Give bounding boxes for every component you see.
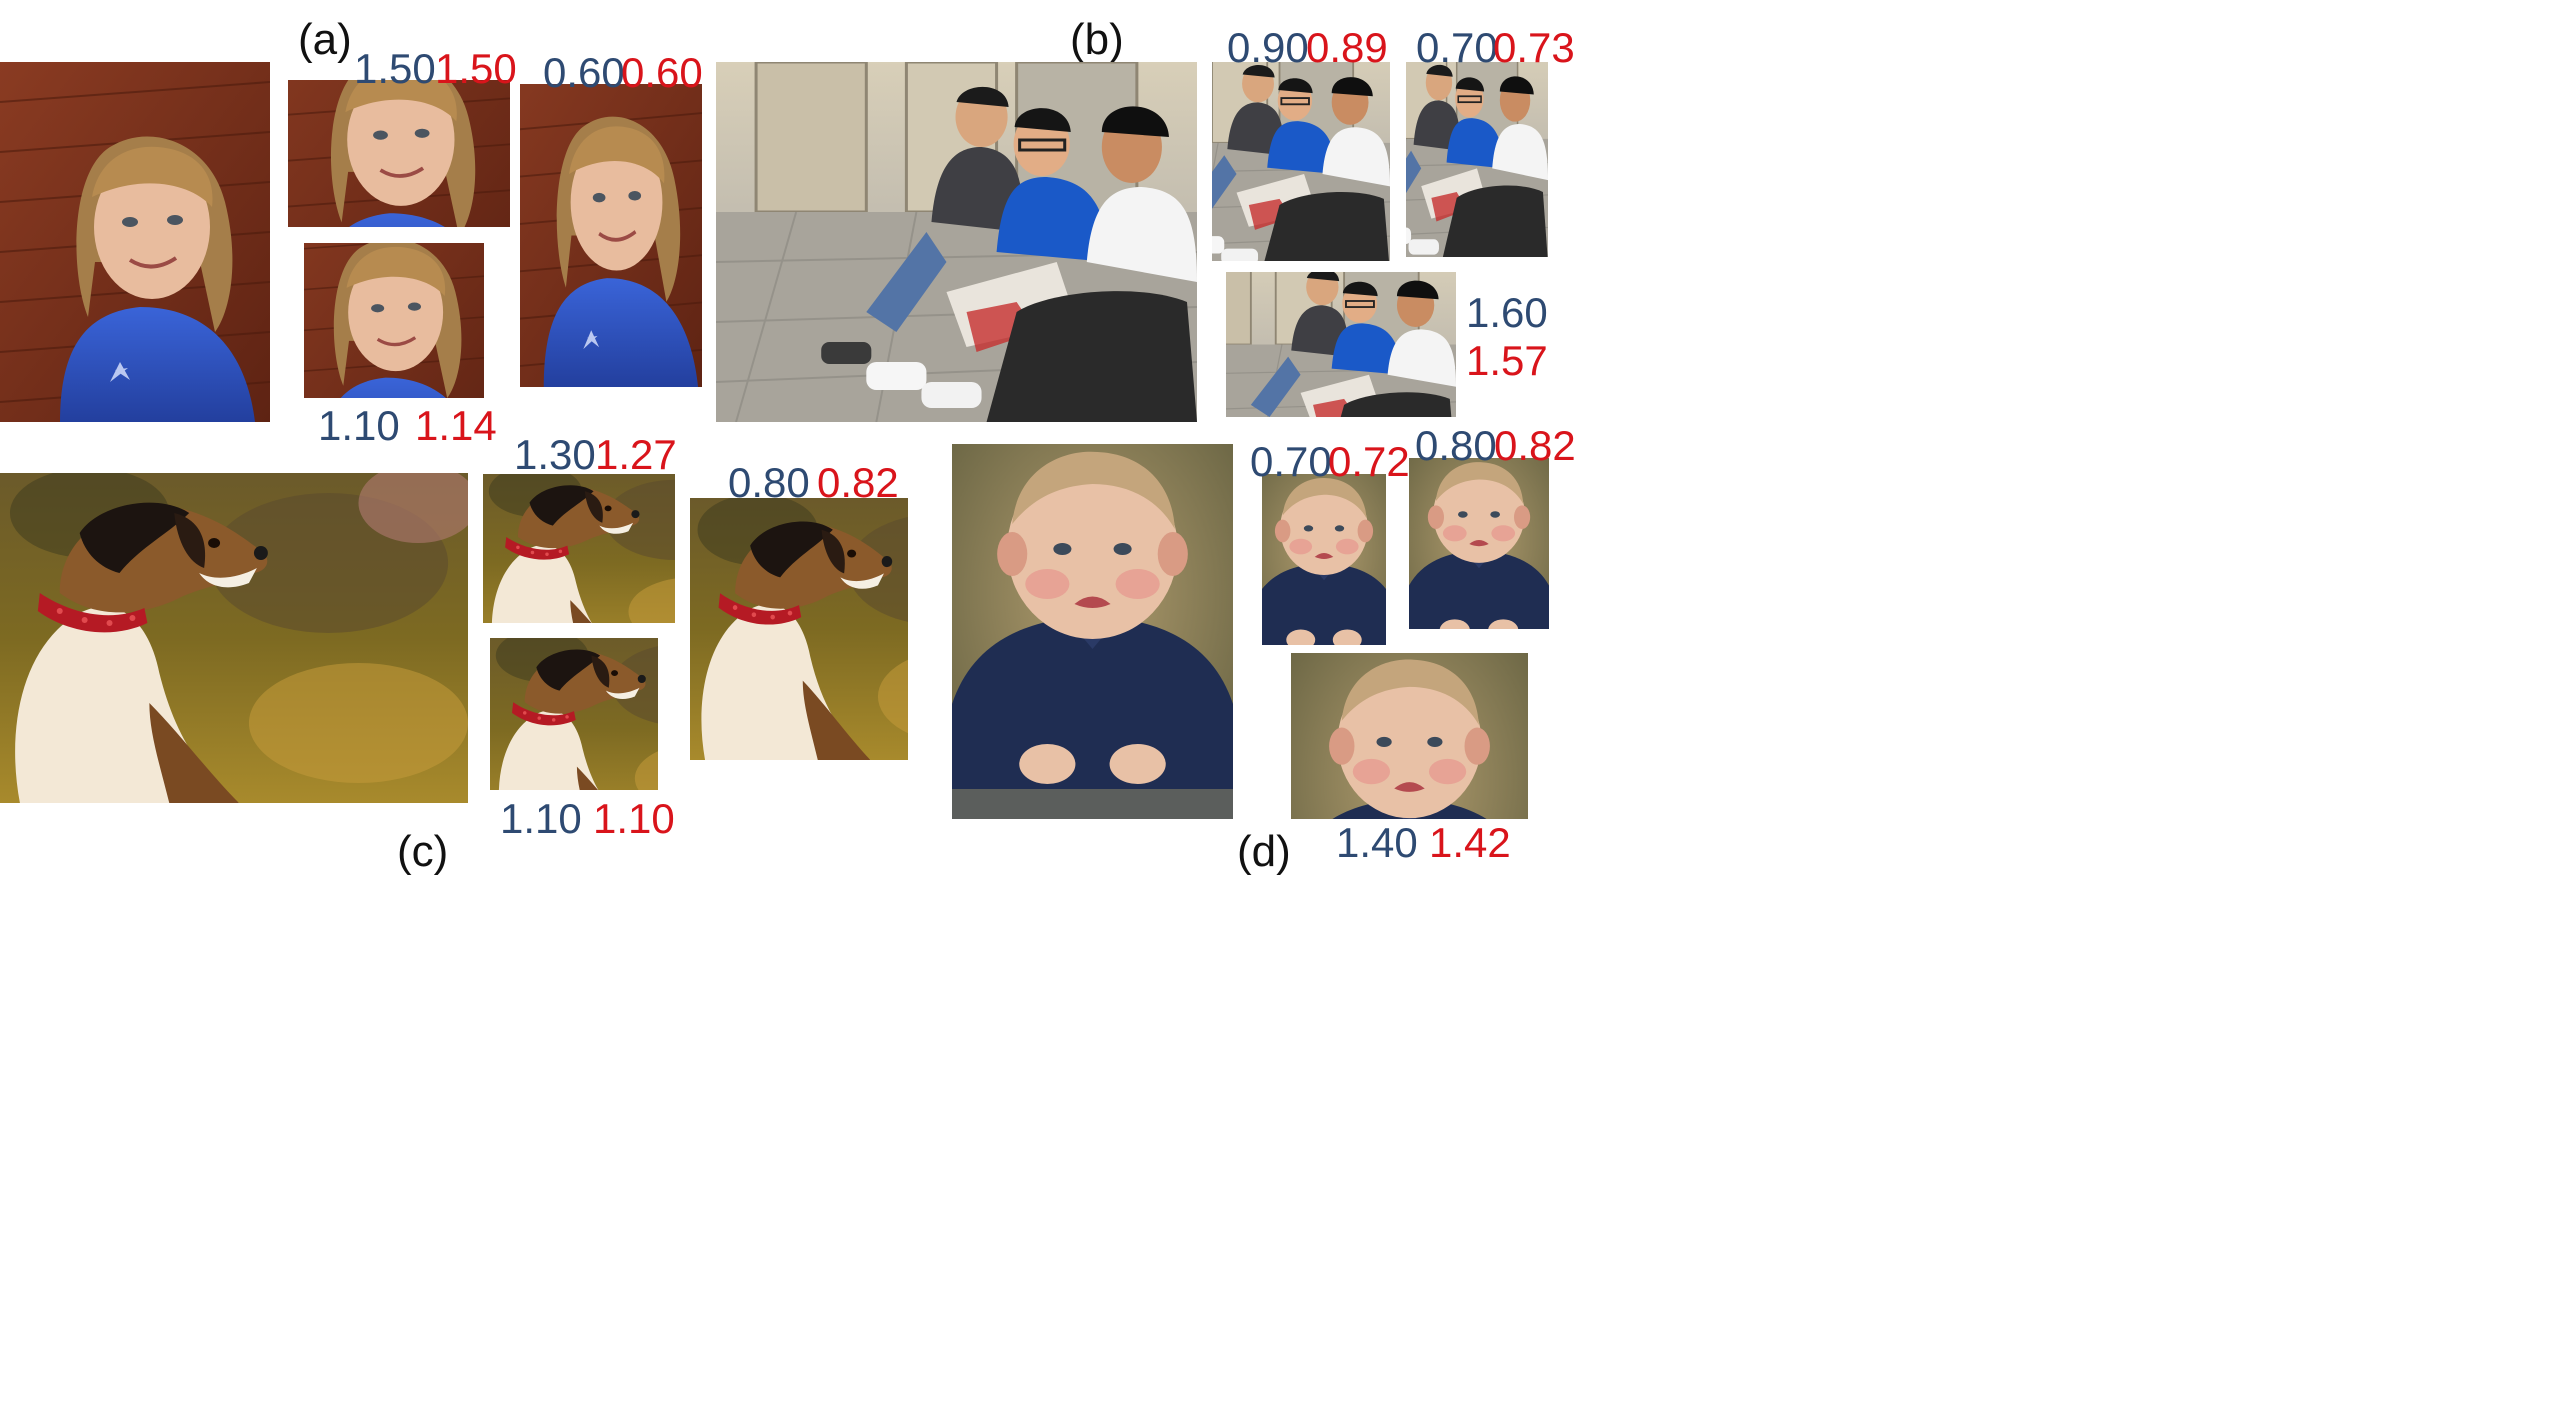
ratio-label-b2-blue: 0.70 <box>1416 24 1498 71</box>
panel-label-a: (a) <box>298 15 352 64</box>
ratio-label-c3-blue: 1.10 <box>500 795 582 842</box>
ratio-label-c2-blue: 0.80 <box>728 459 810 506</box>
girl-crop-photo-1 <box>288 80 510 227</box>
ratio-label-c1-red: 1.27 <box>595 431 677 478</box>
ratio-label-b1-blue: 0.90 <box>1227 24 1309 71</box>
baby-crop-photo-3 <box>1291 653 1528 819</box>
ratio-label-d3-red: 1.42 <box>1429 819 1511 866</box>
girl-crop-photo-3 <box>304 243 484 398</box>
ratio-label-a1-blue: 1.50 <box>354 45 436 92</box>
ratio-label-c2-red: 0.82 <box>817 459 899 506</box>
baby-crop-photo-2 <box>1409 458 1549 629</box>
street-crop-photo-3 <box>1226 272 1456 417</box>
dog-crop-photo-3 <box>490 638 658 790</box>
panel-label-d: (d) <box>1237 827 1291 876</box>
girl-original-photo <box>0 62 270 422</box>
ratio-label-d1-red: 0.72 <box>1328 438 1410 485</box>
ratio-label-b1-red: 0.89 <box>1306 24 1388 71</box>
ratio-label-a3-red: 1.14 <box>415 402 497 449</box>
street-crop-photo-2 <box>1406 62 1548 257</box>
panel-label-b: (b) <box>1070 15 1124 64</box>
girl-crop-photo-2 <box>520 84 702 387</box>
dog-crop-photo-2 <box>690 498 908 760</box>
ratio-label-d2-red: 0.82 <box>1494 422 1576 469</box>
ratio-label-c3-red: 1.10 <box>593 795 675 842</box>
ratio-label-a1-red: 1.50 <box>435 45 517 92</box>
ratio-label-b3-blue: 1.60 <box>1466 289 1548 336</box>
ratio-label-a2-blue: 0.60 <box>543 49 625 96</box>
panel-label-c: (c) <box>397 827 449 876</box>
street-crop-photo-1 <box>1212 62 1390 261</box>
baby-crop-photo-1 <box>1262 474 1386 645</box>
ratio-label-c1-blue: 1.30 <box>514 431 596 478</box>
ratio-label-a2-red: 0.60 <box>621 49 703 96</box>
ratio-label-d1-blue: 0.70 <box>1250 438 1332 485</box>
street-original-photo <box>716 62 1197 422</box>
ratio-label-d3-blue: 1.40 <box>1336 819 1418 866</box>
ratio-label-a3-blue: 1.10 <box>318 402 400 449</box>
dog-crop-photo-1 <box>483 474 675 623</box>
ratio-label-d2-blue: 0.80 <box>1415 422 1497 469</box>
baby-original-photo <box>952 444 1233 819</box>
ratio-label-b2-red: 0.73 <box>1493 24 1575 71</box>
dog-original-photo <box>0 473 468 803</box>
ratio-label-b3-red: 1.57 <box>1466 337 1548 384</box>
